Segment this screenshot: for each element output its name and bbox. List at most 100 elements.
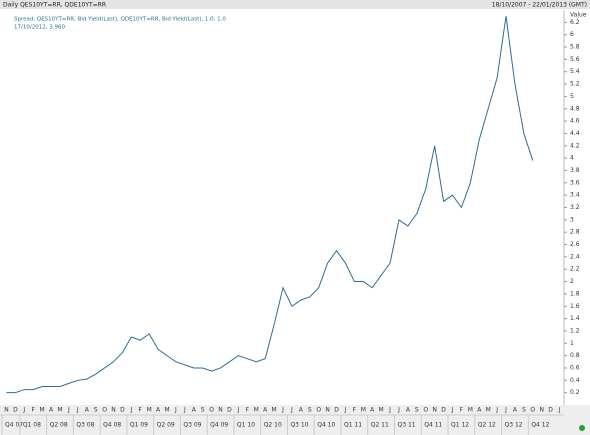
quarter-label: Q3 12 — [505, 422, 523, 429]
x-tick-label: F — [246, 407, 250, 414]
x-tick-label: D — [334, 407, 339, 414]
x-tick-label: M — [468, 407, 473, 414]
legend-line: 17/10/2012, 3.960 — [14, 25, 65, 31]
x-tick-label: J — [183, 407, 186, 414]
y-tick-label: 0.6 — [570, 364, 580, 371]
y-tick-label: 5.2 — [570, 81, 580, 88]
x-tick-label: M — [147, 407, 152, 414]
y-tick-label: 3.2 — [570, 204, 580, 211]
x-tick-label: J — [344, 407, 347, 414]
x-tick-label: J — [451, 407, 454, 414]
y-tick-label: 2.4 — [570, 253, 580, 260]
x-tick-label: S — [415, 407, 419, 414]
x-tick-label: N — [325, 407, 330, 414]
x-tick-label: N — [432, 407, 437, 414]
x-tick-label: M — [271, 407, 276, 414]
header-left: Daily QES10YT=RR, QDE10YT=RR — [3, 2, 106, 9]
x-tick-label: A — [263, 407, 268, 414]
y-tick-label: 6 — [570, 31, 574, 38]
x-tick-label: M — [254, 407, 259, 414]
y-axis-label: Value — [570, 12, 587, 19]
quarter-label: Q2 09 — [157, 422, 175, 429]
y-tick-label: 4.4 — [570, 130, 580, 137]
quarter-label: Q1 11 — [344, 422, 362, 429]
x-tick-label: J — [281, 407, 284, 414]
quarter-label: Q2 11 — [371, 422, 389, 429]
x-tick-label: D — [13, 407, 18, 414]
x-axis-band — [0, 405, 590, 435]
quarter-label: Q4 11 — [424, 422, 442, 429]
y-tick-label: 1 — [570, 340, 574, 347]
quarter-label: Q3 09 — [183, 422, 201, 429]
quarter-label: Q4 09 — [210, 422, 228, 429]
quarter-label: Q4 10 — [317, 422, 335, 429]
x-tick-label: D — [548, 407, 553, 414]
x-tick-label: J — [174, 407, 177, 414]
y-tick-label: 2.2 — [570, 266, 580, 273]
y-tick-label: 0.2 — [570, 389, 580, 396]
y-tick-label: 4 — [570, 155, 574, 162]
x-tick-label: M — [361, 407, 366, 414]
x-tick-label: J — [67, 407, 70, 414]
x-tick-label: A — [49, 407, 54, 414]
y-tick-label: 5 — [570, 93, 574, 100]
x-tick-label: J — [22, 407, 25, 414]
x-tick-label: M — [40, 407, 45, 414]
x-tick-label: O — [530, 407, 535, 414]
quarter-label: Q1 08 — [23, 422, 41, 429]
x-tick-label: J — [76, 407, 79, 414]
x-tick-label: D — [120, 407, 125, 414]
x-tick-label: O — [209, 407, 214, 414]
x-tick-label: A — [513, 407, 518, 414]
y-tick-label: 5.6 — [570, 56, 580, 63]
quarter-label: Q3 10 — [290, 422, 308, 429]
y-tick-label: 3.8 — [570, 167, 580, 174]
x-tick-label: J — [397, 407, 400, 414]
x-tick-label: D — [227, 407, 232, 414]
x-tick-label: N — [218, 407, 223, 414]
series-line — [6, 16, 534, 394]
x-tick-label: F — [353, 407, 357, 414]
y-tick-label: 1.2 — [570, 327, 580, 334]
x-tick-label: F — [139, 407, 143, 414]
x-tick-label: J — [388, 407, 391, 414]
y-tick-label: 3 — [570, 216, 574, 223]
x-tick-label: A — [477, 407, 482, 414]
quarter-label: Q2 10 — [264, 422, 282, 429]
quarter-label: Q4 12 — [531, 422, 549, 429]
x-tick-label: N — [4, 407, 9, 414]
y-tick-label: 1.4 — [570, 315, 580, 322]
legend-line: Spread, QES10YT=RR, Bid Yield(Last), QDE… — [14, 17, 226, 23]
quarter-label: Q3 11 — [398, 422, 416, 429]
quarter-label: Q3 08 — [76, 422, 94, 429]
x-tick-label: M — [486, 407, 491, 414]
y-tick-label: 2.6 — [570, 241, 580, 248]
x-tick-label: M — [164, 407, 169, 414]
x-tick-label: A — [156, 407, 161, 414]
x-tick-label: N — [111, 407, 116, 414]
y-tick-label: 3.6 — [570, 179, 580, 186]
y-tick-label: 3.4 — [570, 192, 580, 199]
x-tick-label: S — [94, 407, 98, 414]
x-tick-label: J — [495, 407, 498, 414]
quarter-label: Q1 12 — [451, 422, 469, 429]
x-tick-label: M — [379, 407, 384, 414]
header-right: 18/10/2007 - 22/01/2013 (GMT) — [492, 2, 587, 9]
x-tick-label: J — [237, 407, 240, 414]
x-tick-label: S — [308, 407, 312, 414]
quarter-label: Q4 08 — [103, 422, 121, 429]
y-tick-label: 0.8 — [570, 352, 580, 359]
x-tick-label: A — [85, 407, 90, 414]
y-tick-label: 6.2 — [570, 19, 580, 26]
y-tick-label: 1.8 — [570, 290, 580, 297]
y-tick-label: 4.6 — [570, 118, 580, 125]
x-tick-label: D — [441, 407, 446, 414]
quarter-label: Q2 12 — [478, 422, 496, 429]
x-tick-label: F — [460, 407, 464, 414]
x-tick-label: O — [423, 407, 428, 414]
quarter-label: Q2 08 — [50, 422, 68, 429]
x-tick-label: J — [558, 407, 561, 414]
y-tick-label: 4.2 — [570, 142, 580, 149]
x-tick-label: J — [504, 407, 507, 414]
